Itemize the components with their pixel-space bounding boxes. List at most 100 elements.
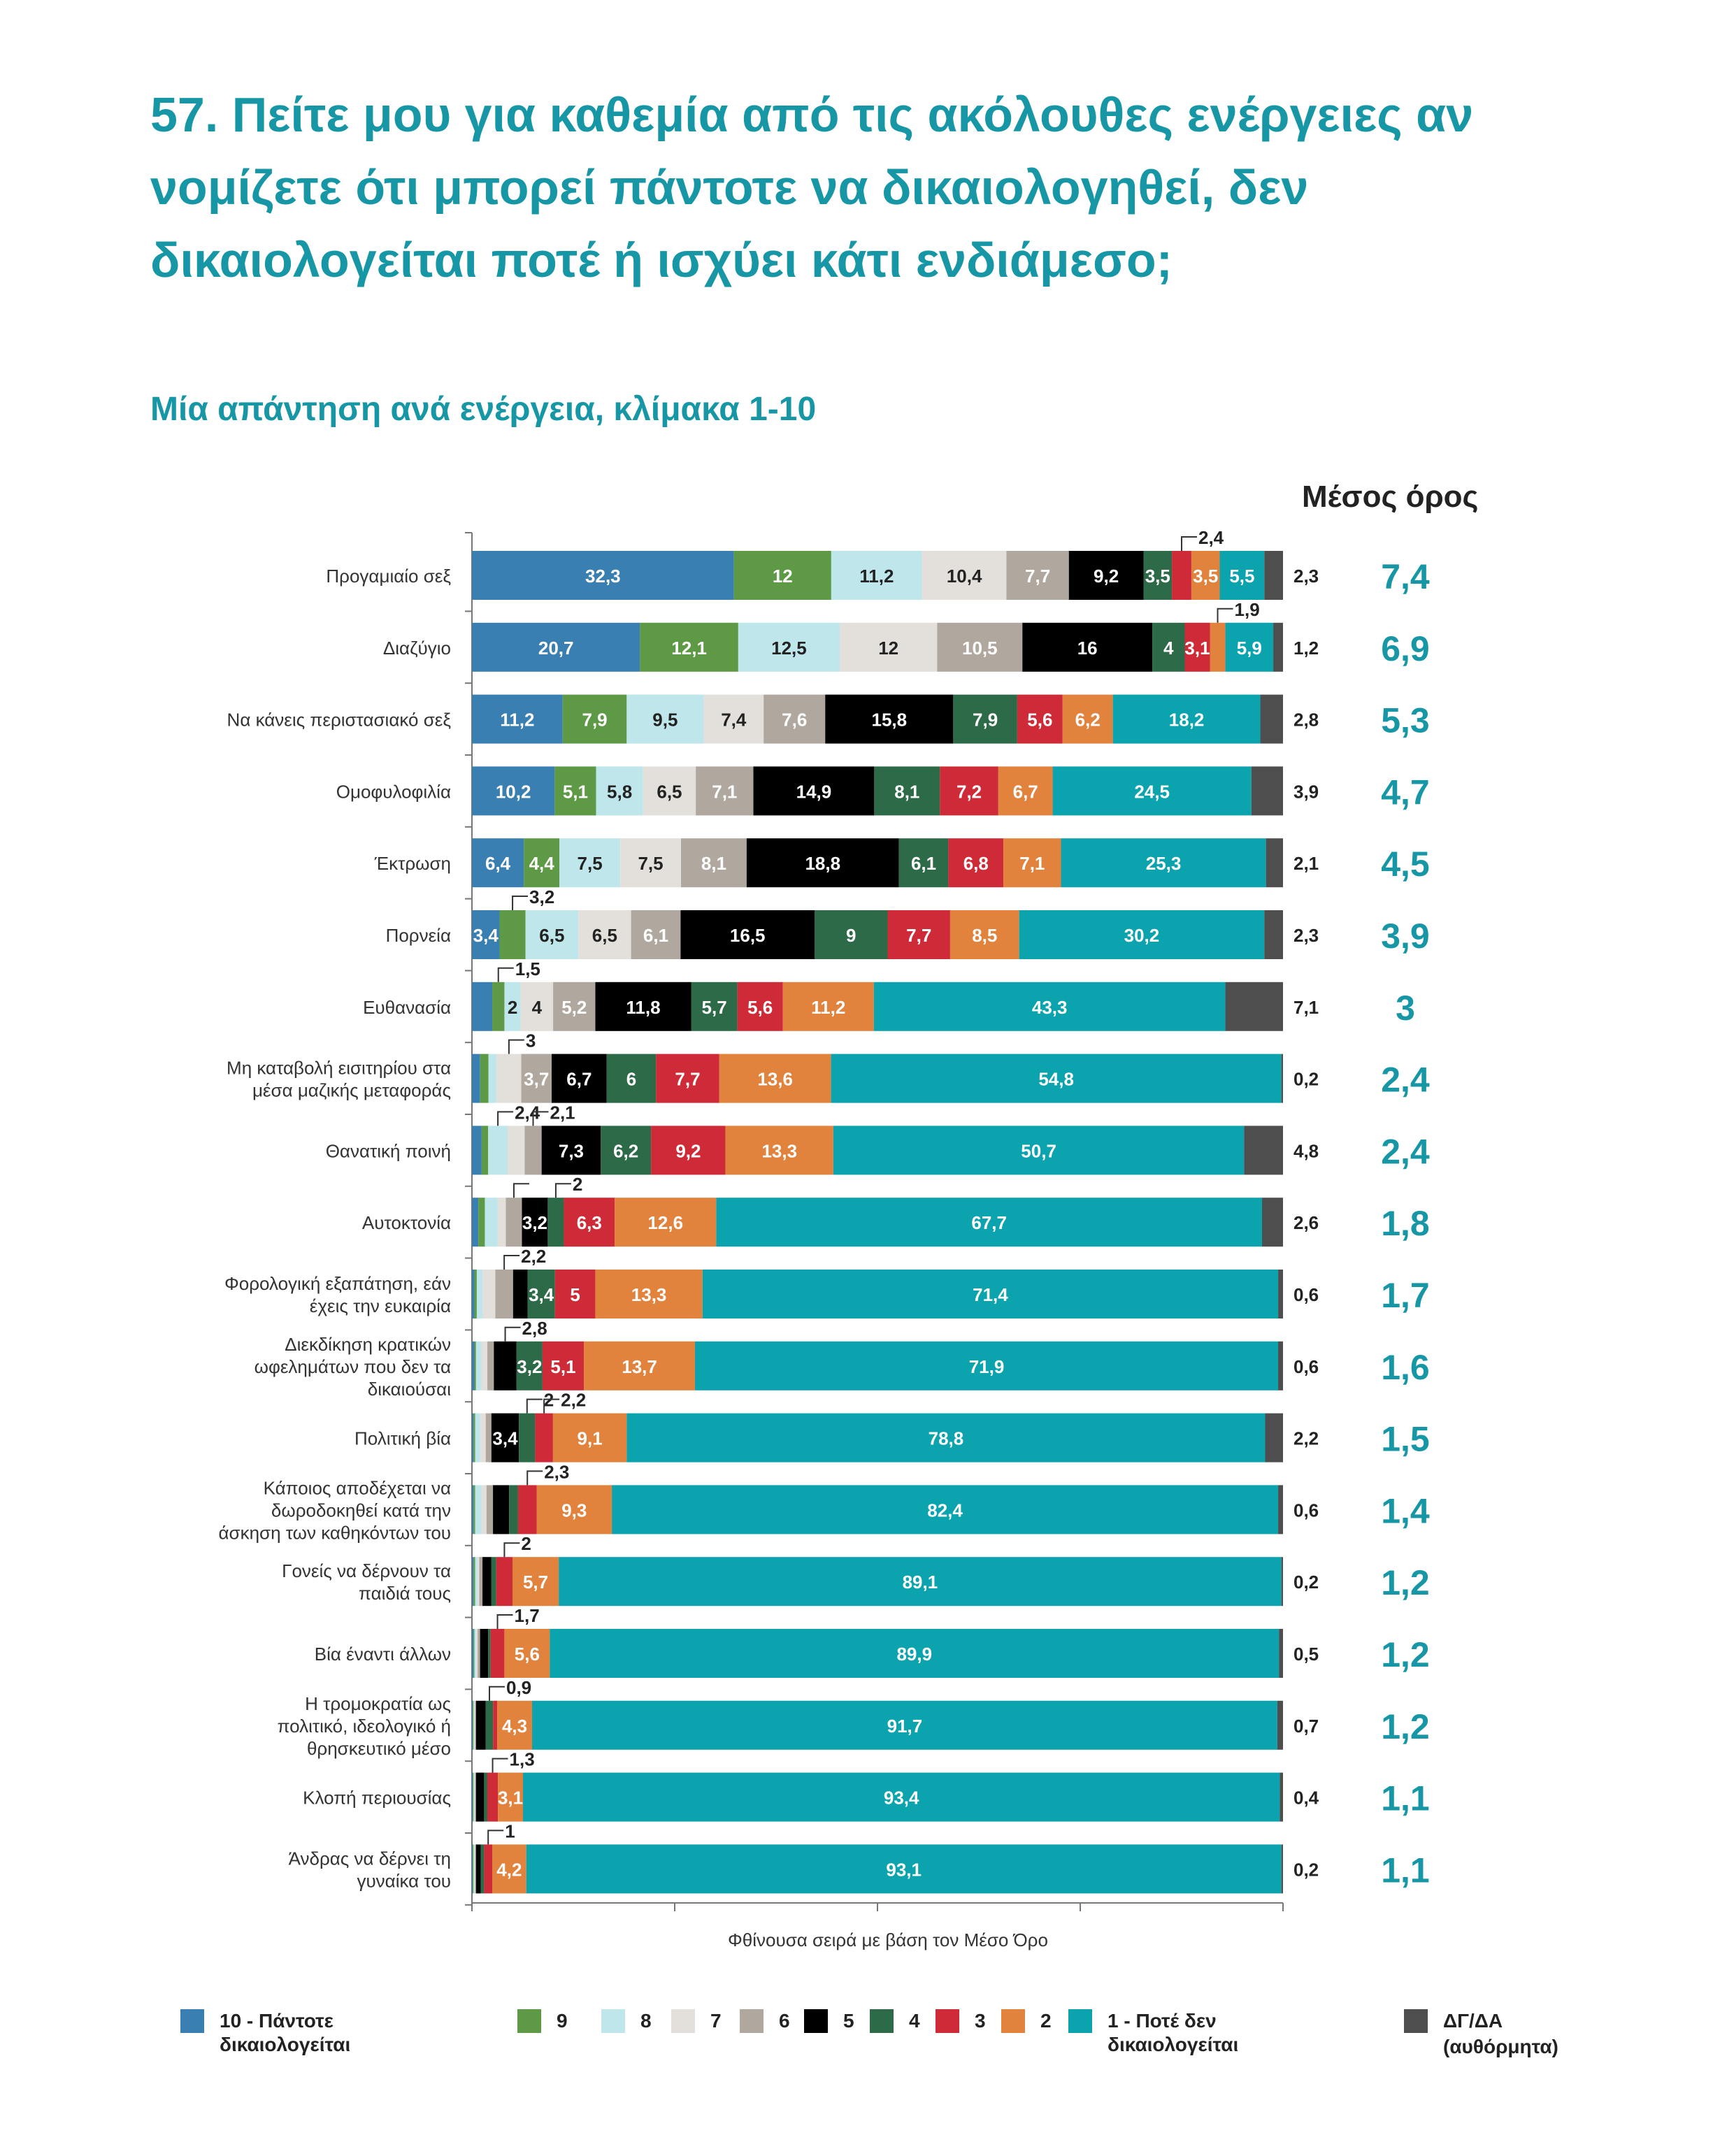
bar-segment [482, 1270, 496, 1318]
bar-segment [578, 910, 631, 959]
category-label: Αυτοκτονία [362, 1212, 451, 1233]
legend-swatch [870, 2009, 894, 2033]
bar-segment [615, 1198, 717, 1247]
mean-value: 1,2 [1381, 1707, 1430, 1746]
data-label: 10,4 [947, 566, 982, 587]
bar-segment [519, 1413, 536, 1463]
callout-label: 2 [521, 1533, 531, 1554]
bar-segment [472, 1629, 474, 1678]
bar-segment [491, 1413, 519, 1463]
data-label: 2 [508, 997, 517, 1018]
bar-segment [472, 694, 563, 744]
bar-segment [472, 1844, 473, 1894]
category-label: Διαζύγιο [383, 638, 451, 659]
callout-leader [526, 1470, 543, 1486]
bar-segment [475, 1413, 480, 1463]
category-label: Προγαμιαίο σεξ [326, 566, 451, 587]
data-label: 7,2 [956, 781, 982, 802]
legend-item: 9 [517, 2009, 568, 2033]
bar-segment [746, 838, 899, 888]
data-label: 6,7 [566, 1069, 592, 1090]
bar-segment [949, 910, 1019, 959]
bar-segment [475, 1772, 476, 1822]
bar-segment [1279, 1629, 1283, 1678]
dk-value: 2,8 [1293, 710, 1319, 731]
bar-segment [497, 1700, 533, 1750]
data-label: 18,2 [1169, 710, 1205, 731]
data-label: 7,6 [782, 710, 807, 731]
data-label: 6,1 [911, 853, 936, 874]
bar-segment [492, 982, 505, 1031]
category-label: Βία έναντι άλλων [315, 1644, 451, 1665]
data-label: 7,9 [973, 710, 998, 731]
data-label: 54,8 [1038, 1069, 1074, 1090]
bar-segment [737, 982, 783, 1031]
mean-value: 1,1 [1381, 1850, 1430, 1890]
data-label: 10,2 [496, 781, 531, 802]
dk-value: 1,2 [1293, 638, 1319, 659]
bar-segment [550, 1629, 1280, 1678]
bar-segment [472, 1054, 480, 1103]
callout-label: 3 [526, 1030, 536, 1051]
data-label: 5,6 [515, 1644, 540, 1665]
callout-label: 2,8 [522, 1318, 547, 1339]
bar-segment [738, 622, 840, 672]
data-label: 14,9 [796, 781, 832, 802]
bar-segment [532, 1700, 1277, 1750]
bar-segment [496, 1054, 522, 1103]
bar-segment [480, 1413, 486, 1463]
callout-leader [1217, 608, 1233, 623]
bar-segment [485, 1413, 492, 1463]
data-label: 3,4 [473, 925, 499, 946]
page-title: 57. Πείτε μου για καθεμία από τις ακόλου… [150, 87, 1474, 287]
bar-segment [484, 1772, 488, 1822]
bar-segment [553, 982, 596, 1031]
bar-segment [695, 1341, 1279, 1390]
data-label: 11,8 [626, 997, 660, 1018]
bar-segment [475, 1557, 478, 1607]
callout-label: 2,2 [561, 1390, 586, 1411]
dk-value: 4,8 [1293, 1140, 1319, 1161]
bar-segment [472, 1341, 475, 1390]
bar-segment [475, 1700, 486, 1750]
bar-segment [552, 1054, 607, 1103]
bar-segment [504, 982, 521, 1031]
category-label: μέσα μαζικής μεταφοράς [252, 1080, 451, 1101]
mean-value: 1,8 [1381, 1204, 1430, 1243]
bar-segment [702, 1270, 1279, 1318]
bar-segment [542, 1341, 585, 1390]
data-label: 12 [878, 638, 898, 659]
bar-segment [831, 551, 922, 600]
data-label: 4,4 [529, 853, 555, 874]
legend-label: 4 [909, 2010, 920, 2032]
bar-segment [473, 1700, 475, 1750]
data-label: 3,2 [517, 1356, 542, 1377]
data-label: 12,6 [647, 1212, 683, 1233]
bar-segment [640, 622, 738, 672]
bar-segment [831, 1054, 1282, 1103]
legend-label: 5 [843, 2010, 854, 2032]
data-label: 16,5 [730, 925, 766, 946]
bar-segment [562, 694, 627, 744]
category-label: Μη καταβολή εισιτηρίου στα [227, 1058, 451, 1079]
bar-segment [953, 694, 1017, 744]
bar-segment [620, 838, 681, 888]
bar-segment [656, 1054, 719, 1103]
data-label: 25,3 [1146, 853, 1182, 874]
bar-segment [1278, 1341, 1283, 1390]
mean-value: 3,9 [1381, 917, 1430, 956]
dk-value: 0,4 [1293, 1788, 1319, 1809]
data-label: 8,5 [972, 925, 997, 946]
bar-segment [559, 1557, 1282, 1607]
callout-label: 2,3 [544, 1461, 569, 1482]
bar-segment [482, 1557, 492, 1607]
mean-value: 6,9 [1381, 629, 1430, 668]
bar-segment [493, 1700, 498, 1750]
data-label: 7,7 [906, 925, 931, 946]
bar-segment [564, 1198, 615, 1247]
callout-leader [513, 1183, 529, 1198]
mean-value: 5,3 [1381, 701, 1430, 740]
bar-segment [922, 551, 1007, 600]
bar-segment [472, 622, 640, 672]
data-label: 5,6 [747, 997, 773, 1018]
